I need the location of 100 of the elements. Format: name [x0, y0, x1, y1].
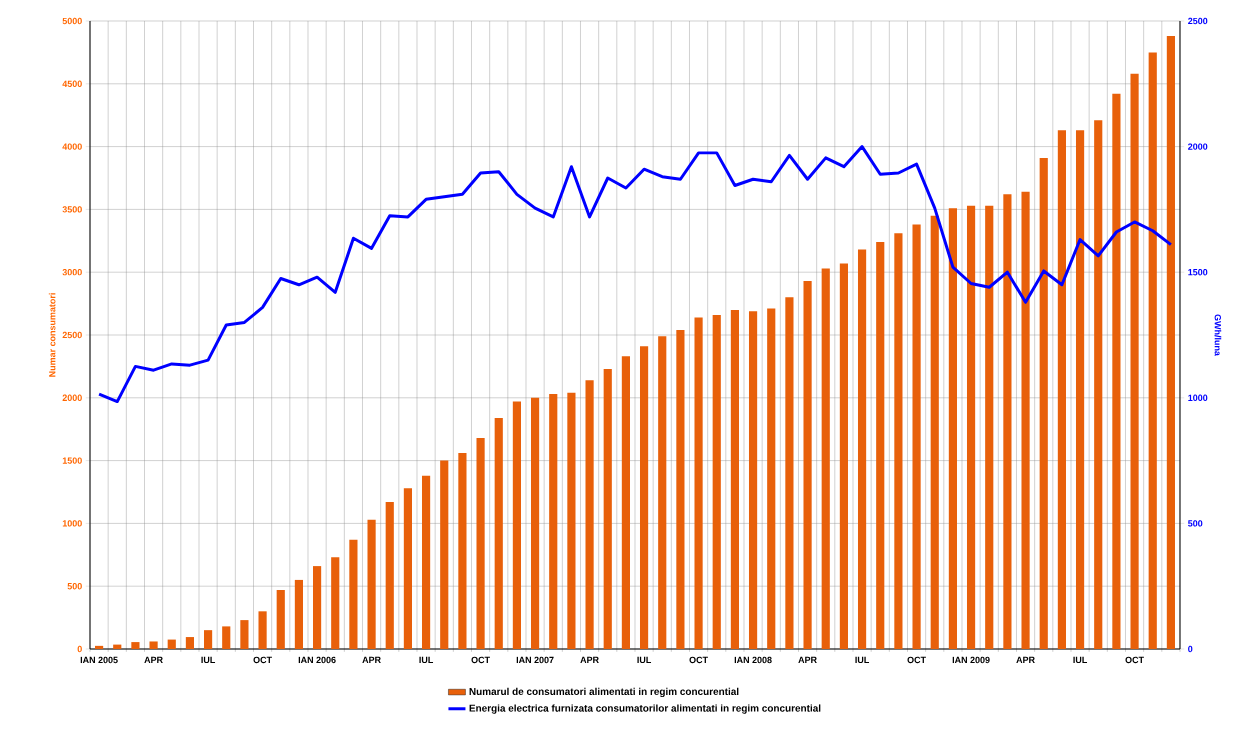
bar: [204, 630, 213, 649]
bar: [730, 309, 739, 649]
bar: [567, 392, 576, 649]
bar: [748, 311, 758, 649]
x-tick-label: OCT: [471, 656, 490, 664]
bar: [839, 263, 848, 649]
y-axis-title: Numar consumatori: [48, 293, 56, 377]
x-tick-label: OCT: [907, 656, 926, 664]
bar: [294, 579, 303, 649]
bar: [603, 368, 612, 649]
bar: [349, 539, 358, 649]
x-tick-label: IAN 2005: [80, 656, 118, 664]
bar: [1112, 93, 1121, 649]
bar: [676, 329, 685, 649]
x-tick-label: IUL: [637, 656, 652, 664]
bar: [658, 336, 667, 649]
y-tick-label: 500: [67, 583, 82, 590]
bar: [240, 620, 249, 649]
bar: [1094, 120, 1103, 649]
bar: [149, 641, 158, 649]
y-tick-label: 5000: [62, 17, 82, 25]
bar: [585, 380, 594, 649]
x-tick-label: IUL: [419, 656, 434, 664]
bar: [930, 215, 939, 649]
y-tick-label: 2000: [62, 394, 82, 401]
x-tick-label: OCT: [1125, 656, 1144, 664]
bar: [639, 346, 649, 649]
x-tick-label: APR: [798, 656, 817, 663]
bar: [621, 356, 630, 649]
bar: [331, 557, 340, 649]
bar: [1130, 73, 1139, 649]
y2-tick-label: 1500: [1188, 269, 1208, 276]
bar: [712, 314, 721, 649]
y-tick-label: 4000: [62, 143, 82, 150]
bar: [857, 249, 867, 649]
y-tick-label: 1500: [62, 457, 82, 464]
bar: [694, 317, 703, 649]
bar: [803, 280, 812, 649]
y-tick-label: 3000: [62, 269, 82, 276]
x-tick-label: IAN 2008: [734, 656, 772, 664]
bar: [530, 397, 540, 649]
x-tick-label: IAN 2007: [516, 656, 554, 664]
bar: [894, 233, 903, 649]
bar: [767, 308, 776, 649]
bar: [258, 611, 267, 649]
x-tick-label: APR: [144, 656, 163, 663]
bar: [476, 437, 485, 649]
y2-tick-label: 500: [1188, 520, 1203, 527]
x-tick-label: IUL: [855, 656, 870, 664]
x-tick-label: IAN 2006: [298, 656, 336, 664]
y2-tick-label: 0: [1188, 645, 1193, 653]
x-tick-label: APR: [1016, 656, 1035, 663]
y2-tick-label: 2500: [1188, 17, 1208, 25]
bar: [876, 242, 885, 649]
bar: [1166, 36, 1175, 649]
legend-label: Numarul de consumatori alimentati in regim concurential: [469, 687, 739, 698]
x-tick-label: IUL: [1073, 656, 1088, 664]
bar: [966, 205, 976, 649]
bar: [276, 589, 285, 649]
x-tick-label: IUL: [201, 656, 216, 664]
bar: [1057, 130, 1066, 649]
bar: [1075, 130, 1085, 649]
x-tick-label: APR: [580, 656, 599, 663]
bar: [494, 417, 503, 649]
bar: [458, 453, 467, 649]
bar: [131, 642, 140, 649]
bar: [367, 519, 376, 649]
bar: [1148, 52, 1157, 649]
bar: [421, 475, 431, 649]
y-tick-label: 4500: [62, 80, 82, 87]
line-series: [97, 145, 1173, 404]
y2-tick-label: 2000: [1188, 143, 1208, 150]
x-tick-label: IAN 2009: [952, 656, 990, 664]
bar: [512, 401, 521, 649]
bar: [821, 268, 830, 649]
bar: [440, 460, 449, 649]
bar: [95, 645, 104, 649]
bar: [167, 639, 176, 649]
x-tick-label: APR: [362, 656, 381, 663]
y-tick-label: 3500: [62, 206, 82, 213]
bar: [785, 297, 794, 649]
y2-tick-label: 1000: [1188, 394, 1208, 401]
bar: [1039, 157, 1048, 649]
bar: [222, 626, 231, 649]
bar: [948, 208, 957, 649]
bar: [985, 205, 994, 649]
bar: [403, 488, 412, 649]
x-tick-label: OCT: [689, 656, 708, 664]
x-tick-label: OCT: [253, 656, 272, 664]
bar: [312, 566, 322, 649]
bar: [385, 502, 394, 649]
bar: [185, 637, 194, 649]
bar: [1021, 191, 1030, 649]
bar: [912, 224, 921, 649]
bar: [1003, 194, 1012, 649]
y-tick-label: 1000: [62, 520, 82, 527]
y2-axis-title: GWh/luna: [1214, 314, 1222, 356]
legend-label: Energia electrica furnizata consumatorilor alimentati in regim concurential: [469, 704, 821, 714]
bar: [549, 394, 558, 649]
y-tick-label: 0: [77, 645, 82, 653]
